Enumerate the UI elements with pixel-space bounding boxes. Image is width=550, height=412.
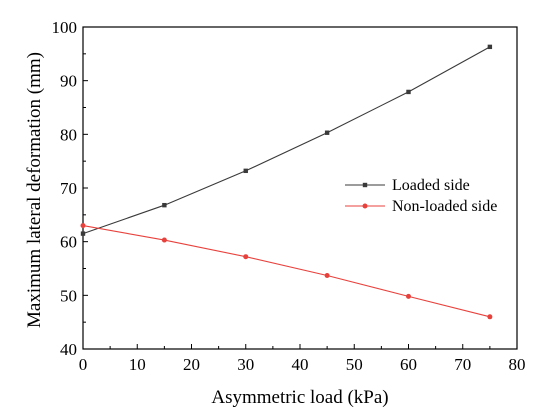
legend-label: Non-loaded side	[392, 198, 497, 215]
data-point-non-loaded-side	[243, 254, 249, 260]
x-tick-label: 80	[509, 355, 526, 374]
data-point-loaded-side	[80, 231, 86, 236]
series-line-non-loaded-side	[82, 225, 491, 318]
x-tick-label: 10	[129, 355, 146, 374]
legend-item-loaded-side: Loaded side	[345, 177, 470, 194]
series	[80, 44, 493, 320]
data-point-loaded-side	[487, 44, 493, 50]
series-non-loaded-side	[80, 223, 493, 320]
data-point-loaded-side	[162, 202, 167, 208]
data-point-loaded-side	[406, 89, 411, 95]
legend: Loaded side Non-loaded side	[345, 177, 497, 215]
data-point-non-loaded-side	[406, 293, 411, 299]
x-tick-label: 0	[79, 355, 88, 374]
legend-item-non-loaded-side: Non-loaded side	[345, 198, 497, 215]
data-point-non-loaded-side	[487, 314, 493, 320]
data-point-loaded-side	[324, 130, 330, 135]
ticks: 0 10 20 30 40 50 60 70 80 40 50 60 70 80 90 100	[52, 18, 526, 374]
legend-marker	[362, 182, 368, 188]
data-point-loaded-side	[243, 168, 248, 174]
x-tick-label: 40	[292, 355, 309, 374]
x-tick-label: 30	[237, 355, 254, 374]
series-loaded-side	[80, 44, 493, 236]
y-tick-label: 40	[60, 340, 77, 359]
data-point-non-loaded-side	[161, 237, 167, 243]
x-tick-label: 50	[346, 355, 363, 374]
y-axis-title: Maximum lateral deformation (mm)	[24, 52, 45, 328]
y-tick-label: 50	[60, 286, 77, 305]
x-tick-label: 60	[400, 355, 417, 374]
legend-marker	[362, 203, 368, 209]
y-tick-label: 100	[52, 18, 78, 37]
legend-label: Loaded side	[392, 177, 470, 194]
y-tick-label: 80	[60, 125, 77, 144]
y-tick-label: 70	[60, 179, 77, 198]
data-point-non-loaded-side	[324, 272, 330, 278]
y-tick-label: 60	[60, 233, 77, 252]
x-tick-label: 20	[183, 355, 200, 374]
x-axis-title: Asymmetric load (kPa)	[211, 387, 388, 408]
data-point-non-loaded-side	[80, 223, 86, 229]
series-line-loaded-side	[82, 46, 491, 235]
x-tick-label: 70	[454, 355, 471, 374]
y-tick-label: 90	[60, 72, 77, 91]
